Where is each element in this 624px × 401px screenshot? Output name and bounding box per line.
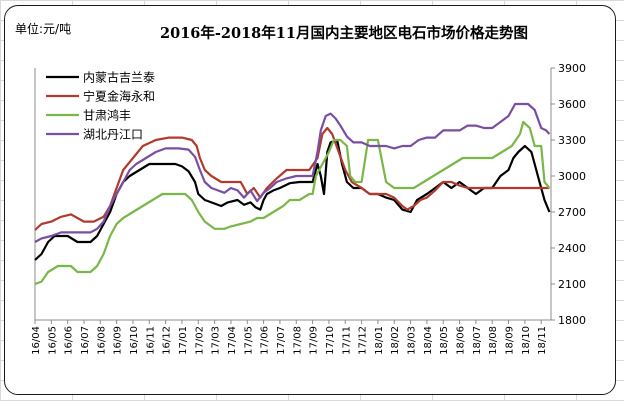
series-line-3: [34, 120, 551, 286]
x-tick-label: 16/04: [31, 326, 42, 355]
x-tick-label: 16/12: [162, 326, 173, 355]
x-tick-label: 18/04: [423, 326, 434, 355]
x-tick-label: 17/02: [194, 326, 205, 355]
x-tick-label: 17/09: [309, 326, 320, 355]
x-tick-label: 16/05: [47, 326, 58, 355]
x-tick-label: 16/10: [129, 326, 140, 355]
legend-label-4: 湖北丹江口: [83, 127, 143, 142]
y-tick-label: 3000: [558, 170, 586, 183]
x-tick-label: 17/11: [341, 326, 352, 355]
y-tick-label: 3900: [558, 62, 586, 75]
y-tick-label: 3600: [558, 98, 586, 111]
x-tick-label: 18/05: [439, 326, 450, 355]
x-tick-label: 17/08: [292, 326, 303, 355]
x-tick-label: 18/06: [456, 326, 467, 355]
x-tick-label: 17/01: [178, 326, 189, 355]
x-tick-label: 18/10: [521, 326, 532, 355]
y-tick-label: 2400: [558, 242, 586, 255]
series-line-2: [34, 126, 550, 231]
x-tick-label: 17/04: [227, 326, 238, 355]
x-tick-label: 16/07: [80, 326, 91, 355]
x-tick-label: 18/03: [407, 326, 418, 355]
unit-label: 单位:元/吨: [15, 21, 71, 36]
x-tick-label: 16/06: [64, 326, 75, 355]
chart-title: 2016年-2018年11月国内主要地区电石市场价格走势图: [160, 24, 528, 42]
chart-frame[interactable]: [4, 5, 616, 395]
x-tick-label: 18/01: [374, 326, 385, 355]
y-tick-label: 2700: [558, 206, 586, 219]
x-tick-label: 16/11: [145, 326, 156, 355]
y-tick-label: 3300: [558, 134, 586, 147]
x-tick-label: 17/10: [325, 326, 336, 355]
x-tick-label: 18/07: [472, 326, 483, 355]
plot-area: 1800 2100 2400 2700 3000 3300 3600 3900 16/04 16/…: [31, 62, 586, 355]
y-tick-label: 2100: [558, 278, 586, 291]
legend-label-3: 甘肃鸿丰: [83, 109, 131, 123]
series-line-4: [34, 102, 551, 243]
x-tick-label: 16/08: [96, 326, 107, 355]
x-tick-label: 18/02: [390, 326, 401, 355]
x-tick-label: 17/07: [276, 326, 287, 355]
x-tick-label: 17/06: [260, 326, 271, 355]
x-tick-label: 18/09: [505, 326, 516, 355]
legend-label-2: 宁夏金海永和: [83, 89, 155, 104]
x-tick-label: 17/05: [243, 326, 254, 355]
x-tick-label: 16/09: [113, 326, 124, 355]
x-tick-label: 17/03: [211, 326, 222, 355]
x-tick-label: 18/11: [537, 326, 548, 355]
x-tick-label: 18/08: [488, 326, 499, 355]
x-tick-label: 17/12: [358, 326, 369, 355]
y-tick-label: 1800: [558, 314, 586, 327]
legend-label-1: 内蒙古吉兰泰: [83, 70, 155, 85]
